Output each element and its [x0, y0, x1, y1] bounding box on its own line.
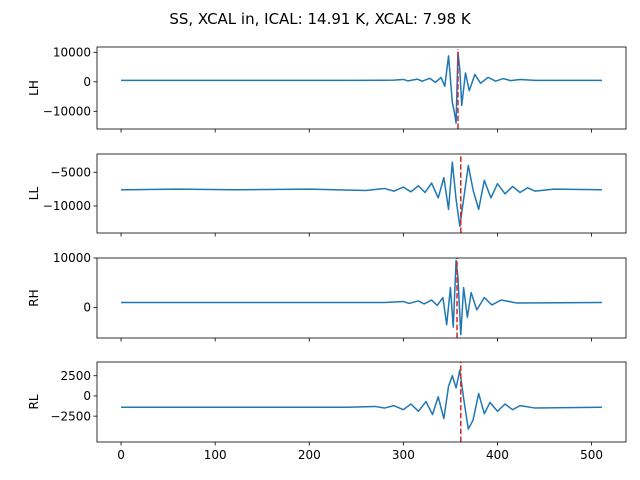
y-tick-label: 0 — [83, 75, 91, 89]
x-tick-label: 100 — [204, 448, 227, 462]
y-tick-label: 10000 — [53, 251, 91, 265]
x-tick-label: 0 — [117, 448, 125, 462]
figure-title: SS, XCAL in, ICAL: 14.91 K, XCAL: 7.98 K — [169, 10, 472, 28]
x-tick-label: 200 — [298, 448, 321, 462]
axes-frame — [96, 257, 627, 339]
y-axis-label: LH — [27, 80, 41, 96]
y-axis-label: RH — [27, 289, 41, 306]
y-tick-label: −2500 — [50, 409, 91, 423]
y-tick-label: 0 — [83, 389, 91, 403]
y-tick-label: 0 — [83, 301, 91, 315]
series-line — [121, 369, 602, 430]
subplots-group: 100000−10000LH−5000−10000LL100000RH25000… — [27, 46, 627, 462]
y-tick-label: 2500 — [60, 369, 91, 383]
axes-frame — [96, 46, 627, 130]
series-line — [121, 161, 602, 227]
x-tick-label: 400 — [486, 448, 509, 462]
y-tick-label: 10000 — [53, 46, 91, 60]
x-tick-label: 300 — [392, 448, 415, 462]
subplot-rh: 10000 0 RH — [27, 251, 627, 342]
y-tick-label: −10000 — [43, 199, 91, 213]
y-tick-label: −10000 — [43, 105, 91, 119]
series-line — [121, 51, 602, 124]
subplot-rl: 2500 0 −2500 0 100 200 300 400 500 RL — [27, 361, 627, 462]
y-tick-label: −5000 — [50, 165, 91, 179]
y-axis-label: LL — [27, 187, 41, 201]
axes-frame — [96, 361, 627, 443]
y-axis-label: RL — [27, 394, 41, 409]
series-line — [121, 259, 602, 336]
axes-frame — [96, 153, 627, 234]
x-tick-label: 500 — [580, 448, 603, 462]
